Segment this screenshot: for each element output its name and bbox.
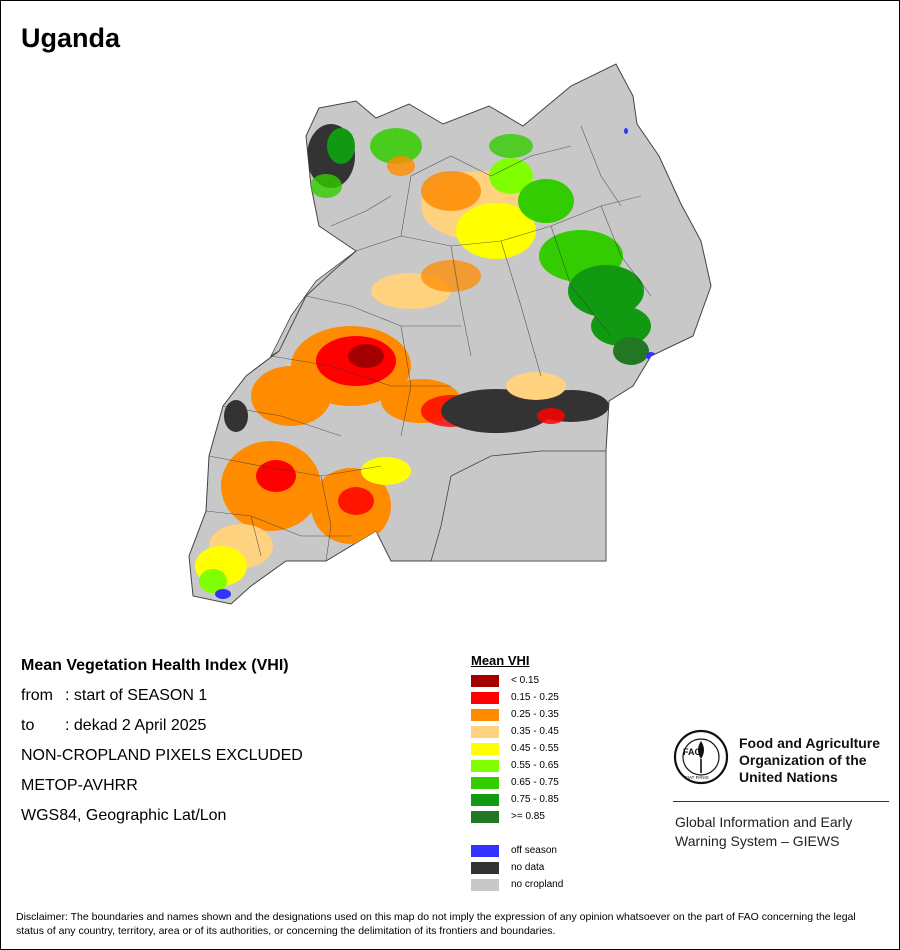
fao-divider: [673, 801, 889, 802]
fao-name-line3: United Nations: [739, 769, 838, 785]
giews-line2: Warning System – GIEWS: [675, 833, 840, 849]
info-pixel-note: NON-CROPLAND PIXELS EXCLUDED: [21, 747, 303, 764]
map-title: Uganda: [21, 23, 121, 53]
legend-class-label: 0.75 - 0.85: [511, 794, 559, 805]
legend-class-item: >= 0.85: [471, 808, 563, 825]
legend-class-swatch: [471, 691, 499, 704]
vhi-legend: Mean VHI < 0.15 0.15 - 0.25 0.25 - 0.35 0.3…: [471, 653, 563, 893]
to-label: to: [21, 717, 35, 734]
legend-class-swatch: [471, 793, 499, 806]
fao-name-line1: Food and Agriculture: [739, 735, 881, 751]
legend-class-label: 0.65 - 0.75: [511, 777, 559, 788]
legend-class-swatch: [471, 759, 499, 772]
legend-other-swatch: [471, 861, 499, 874]
info-sensor: METOP-AVHRR: [21, 777, 138, 794]
legend-class-label: 0.55 - 0.65: [511, 760, 559, 771]
legend-class-label: 0.25 - 0.35: [511, 709, 559, 720]
legend-class-swatch: [471, 776, 499, 789]
legend-class-label: 0.15 - 0.25: [511, 692, 559, 703]
legend-class-label: 0.45 - 0.55: [511, 743, 559, 754]
legend-other-swatch: [471, 878, 499, 891]
legend-class-swatch: [471, 725, 499, 738]
legend-class-item: 0.65 - 0.75: [471, 774, 563, 791]
legend-class-item: 0.45 - 0.55: [471, 740, 563, 757]
legend-class-label: >= 0.85: [511, 811, 545, 822]
info-from-row: from : start of SEASON 1: [21, 686, 303, 716]
fao-logo-motto: FIAT PANIS: [685, 775, 709, 780]
fao-logo-icon: FAO FIAT PANIS: [673, 729, 729, 785]
legend-class-item: 0.35 - 0.45: [471, 723, 563, 740]
legend-other-label: no data: [511, 862, 545, 873]
legend-class-item: 0.15 - 0.25: [471, 689, 563, 706]
legend-class-swatch: [471, 810, 499, 823]
legend-other-item: off season: [471, 842, 563, 859]
legend-class-item: 0.75 - 0.85: [471, 791, 563, 808]
legend-class-item: 0.55 - 0.65: [471, 757, 563, 774]
legend-classes: < 0.15 0.15 - 0.25 0.25 - 0.35 0.35 - 0.45 0…: [471, 672, 563, 825]
legend-other-label: no cropland: [511, 879, 564, 890]
to-value: : dekad 2 April 2025: [65, 717, 207, 734]
legend-class-item: < 0.15: [471, 672, 563, 689]
legend-class-item: 0.25 - 0.35: [471, 706, 563, 723]
legend-class-label: < 0.15: [511, 675, 540, 686]
legend-other-item: no data: [471, 859, 563, 876]
info-projection: WGS84, Geographic Lat/Lon: [21, 807, 227, 824]
giews-label: Global Information and Early Warning Sys…: [675, 813, 852, 851]
lake-victoria: [430, 450, 607, 562]
legend-other-label: off season: [511, 845, 557, 856]
disclaimer: Disclaimer: The boundaries and names sho…: [16, 911, 856, 937]
legend-class-swatch: [471, 708, 499, 721]
legend-class-label: 0.35 - 0.45: [511, 726, 559, 737]
legend-other: off season no data no cropland: [471, 842, 563, 893]
map-info-block: Mean Vegetation Health Index (VHI) from:…: [21, 656, 303, 836]
info-heading: Mean Vegetation Health Index (VHI): [21, 657, 289, 674]
fao-name-line2: Organization of the: [739, 752, 867, 768]
uganda-vhi-map: [188, 63, 712, 605]
from-label: from: [21, 687, 53, 704]
from-value: : start of SEASON 1: [65, 687, 208, 704]
legend-title: Mean VHI: [471, 653, 530, 668]
fao-name: Food and Agriculture Organization of the…: [739, 735, 880, 786]
giews-line1: Global Information and Early: [675, 814, 853, 830]
legend-other-swatch: [471, 844, 499, 857]
legend-other-item: no cropland: [471, 876, 563, 893]
info-to-row: to : dekad 2 April 2025: [21, 716, 303, 746]
legend-class-swatch: [471, 674, 499, 687]
legend-class-swatch: [471, 742, 499, 755]
lake-albert: [270, 250, 357, 358]
fao-logo-letters: FAO: [683, 747, 702, 757]
